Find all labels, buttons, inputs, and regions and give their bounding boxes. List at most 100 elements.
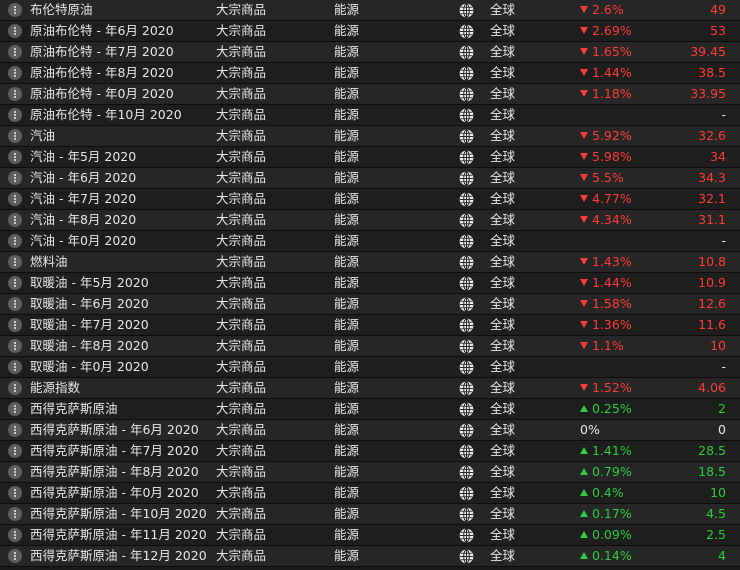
globe-icon — [459, 255, 474, 270]
table-row[interactable]: 西得克萨斯原油 - 年8月 2020 大宗商品 能源 全球 0.79% 18.5 — [0, 462, 740, 483]
table-row[interactable]: 原油布伦特 - 年0月 2020 大宗商品 能源 全球 1.18% 33.95 — [0, 84, 740, 105]
category-cell: 大宗商品 — [216, 128, 267, 143]
instrument-name[interactable]: 汽油 - 年6月 2020 — [30, 170, 137, 185]
globe-icon — [459, 444, 474, 459]
instrument-name[interactable]: 取暖油 - 年6月 2020 — [30, 296, 149, 311]
change-value: 0.09% — [592, 527, 632, 542]
instrument-name[interactable]: 原油布伦特 - 年6月 2020 — [30, 23, 174, 38]
row-menu-icon[interactable] — [8, 87, 22, 101]
trend-arrow-icon — [580, 90, 588, 97]
instrument-name[interactable]: 取暖油 - 年7月 2020 — [30, 317, 149, 332]
instrument-name[interactable]: 西得克萨斯原油 - 年0月 2020 — [30, 485, 199, 500]
table-row[interactable]: 汽油 大宗商品 能源 全球 5.92% 32.6 — [0, 126, 740, 147]
row-menu-icon[interactable] — [8, 465, 22, 479]
row-menu-icon[interactable] — [8, 339, 22, 353]
globe-icon — [459, 129, 474, 144]
table-row[interactable]: 取暖油 - 年5月 2020 大宗商品 能源 全球 1.44% 10.9 — [0, 273, 740, 294]
category-cell: 大宗商品 — [216, 506, 267, 521]
table-row[interactable]: 西得克萨斯原油 - 年11月 2020 大宗商品 能源 全球 0.09% 2.5 — [0, 525, 740, 546]
table-row[interactable]: 原油布伦特 - 年8月 2020 大宗商品 能源 全球 1.44% 38.5 — [0, 63, 740, 84]
instrument-name[interactable]: 西得克萨斯原油 - 年10月 2020 — [30, 506, 207, 521]
row-menu-icon[interactable] — [8, 360, 22, 374]
instrument-name[interactable]: 原油布伦特 - 年7月 2020 — [30, 44, 174, 59]
table-row[interactable]: 燃料油 大宗商品 能源 全球 1.43% 10.8 — [0, 252, 740, 273]
instrument-name[interactable]: 西得克萨斯原油 - 年7月 2020 — [30, 443, 199, 458]
sector-cell: 能源 — [334, 191, 360, 206]
row-menu-icon[interactable] — [8, 486, 22, 500]
trend-arrow-icon — [580, 216, 588, 223]
instrument-name[interactable]: 西得克萨斯原油 - 年8月 2020 — [30, 464, 199, 479]
table-row[interactable]: 汽油 - 年6月 2020 大宗商品 能源 全球 5.5% 34.3 — [0, 168, 740, 189]
change-cell — [580, 231, 660, 251]
table-row[interactable]: 取暖油 - 年7月 2020 大宗商品 能源 全球 1.36% 11.6 — [0, 315, 740, 336]
table-row[interactable]: 汽油 - 年0月 2020 大宗商品 能源 全球 - — [0, 231, 740, 252]
instrument-name[interactable]: 布伦特原油 — [30, 2, 93, 17]
sector-cell: 能源 — [334, 422, 360, 437]
instrument-name[interactable]: 原油布伦特 - 年8月 2020 — [30, 65, 174, 80]
instrument-name[interactable]: 取暖油 - 年8月 2020 — [30, 338, 149, 353]
change-cell: 1.44% — [580, 273, 660, 293]
instrument-name[interactable]: 汽油 - 年8月 2020 — [30, 212, 137, 227]
row-menu-icon[interactable] — [8, 66, 22, 80]
instrument-name[interactable]: 原油布伦特 - 年0月 2020 — [30, 86, 174, 101]
row-menu-icon[interactable] — [8, 276, 22, 290]
instrument-name[interactable]: 取暖油 - 年5月 2020 — [30, 275, 149, 290]
table-row[interactable]: 西得克萨斯原油 大宗商品 能源 全球 0.25% 2 — [0, 399, 740, 420]
row-menu-icon[interactable] — [8, 423, 22, 437]
table-row[interactable]: 西得克萨斯原油 - 年7月 2020 大宗商品 能源 全球 1.41% 28.5 — [0, 441, 740, 462]
region-cell: 全球 — [490, 86, 516, 101]
row-menu-icon[interactable] — [8, 381, 22, 395]
instrument-name[interactable]: 汽油 - 年5月 2020 — [30, 149, 137, 164]
row-menu-icon[interactable] — [8, 129, 22, 143]
instrument-name[interactable]: 汽油 - 年7月 2020 — [30, 191, 137, 206]
table-row[interactable]: 西得克萨斯原油 - 年6月 2020 大宗商品 能源 全球 0% 0 — [0, 420, 740, 441]
instrument-name[interactable]: 燃料油 — [30, 254, 68, 269]
row-menu-icon[interactable] — [8, 108, 22, 122]
row-menu-icon[interactable] — [8, 297, 22, 311]
row-menu-icon[interactable] — [8, 234, 22, 248]
table-row[interactable]: 汽油 - 年8月 2020 大宗商品 能源 全球 4.34% 31.1 — [0, 210, 740, 231]
instrument-name[interactable]: 汽油 - 年0月 2020 — [30, 233, 137, 248]
change-cell: 0% — [580, 420, 660, 440]
instrument-name[interactable]: 汽油 — [30, 128, 56, 143]
instrument-name[interactable]: 能源指数 — [30, 380, 81, 395]
table-row[interactable]: 汽油 - 年5月 2020 大宗商品 能源 全球 5.98% 34 — [0, 147, 740, 168]
price-cell: 32.1 — [698, 191, 726, 206]
row-menu-icon[interactable] — [8, 549, 22, 563]
table-row[interactable]: 原油布伦特 - 年6月 2020 大宗商品 能源 全球 2.69% 53 — [0, 21, 740, 42]
table-row[interactable]: 原油布伦特 - 年7月 2020 大宗商品 能源 全球 1.65% 39.45 — [0, 42, 740, 63]
row-menu-icon[interactable] — [8, 150, 22, 164]
row-menu-icon[interactable] — [8, 402, 22, 416]
table-row[interactable]: 汽油 - 年7月 2020 大宗商品 能源 全球 4.77% 32.1 — [0, 189, 740, 210]
table-row[interactable]: 取暖油 - 年0月 2020 大宗商品 能源 全球 - — [0, 357, 740, 378]
region-cell: 全球 — [490, 464, 516, 479]
row-menu-icon[interactable] — [8, 507, 22, 521]
table-row[interactable]: 西得克萨斯原油 - 年10月 2020 大宗商品 能源 全球 0.17% 4.5 — [0, 504, 740, 525]
row-menu-icon[interactable] — [8, 171, 22, 185]
table-row[interactable]: 西得克萨斯原油 - 年12月 2020 大宗商品 能源 全球 0.14% 4 — [0, 546, 740, 567]
table-row[interactable]: 原油布伦特 - 年10月 2020 大宗商品 能源 全球 - — [0, 105, 740, 126]
table-row[interactable]: 布伦特原油 大宗商品 能源 全球 2.6% 49 — [0, 0, 740, 21]
row-menu-icon[interactable] — [8, 444, 22, 458]
instrument-name[interactable]: 取暖油 - 年0月 2020 — [30, 359, 149, 374]
instrument-name[interactable]: 西得克萨斯原油 — [30, 401, 118, 416]
row-menu-icon[interactable] — [8, 213, 22, 227]
change-value: 0.25% — [592, 401, 632, 416]
row-menu-icon[interactable] — [8, 45, 22, 59]
row-menu-icon[interactable] — [8, 255, 22, 269]
table-row[interactable]: 能源指数 大宗商品 能源 全球 1.52% 4.06 — [0, 378, 740, 399]
instrument-name[interactable]: 原油布伦特 - 年10月 2020 — [30, 107, 182, 122]
instrument-name[interactable]: 西得克萨斯原油 - 年11月 2020 — [30, 527, 207, 542]
table-row[interactable]: 取暖油 - 年6月 2020 大宗商品 能源 全球 1.58% 12.6 — [0, 294, 740, 315]
table-row[interactable]: 西得克萨斯原油 - 年0月 2020 大宗商品 能源 全球 0.4% 10 — [0, 483, 740, 504]
instrument-name[interactable]: 西得克萨斯原油 - 年6月 2020 — [30, 422, 199, 437]
row-menu-icon[interactable] — [8, 318, 22, 332]
row-menu-icon[interactable] — [8, 528, 22, 542]
sector-cell: 能源 — [334, 86, 360, 101]
change-value: 2.6% — [592, 2, 624, 17]
row-menu-icon[interactable] — [8, 24, 22, 38]
instrument-name[interactable]: 西得克萨斯原油 - 年12月 2020 — [30, 548, 207, 563]
row-menu-icon[interactable] — [8, 3, 22, 17]
row-menu-icon[interactable] — [8, 192, 22, 206]
table-row[interactable]: 取暖油 - 年8月 2020 大宗商品 能源 全球 1.1% 10 — [0, 336, 740, 357]
